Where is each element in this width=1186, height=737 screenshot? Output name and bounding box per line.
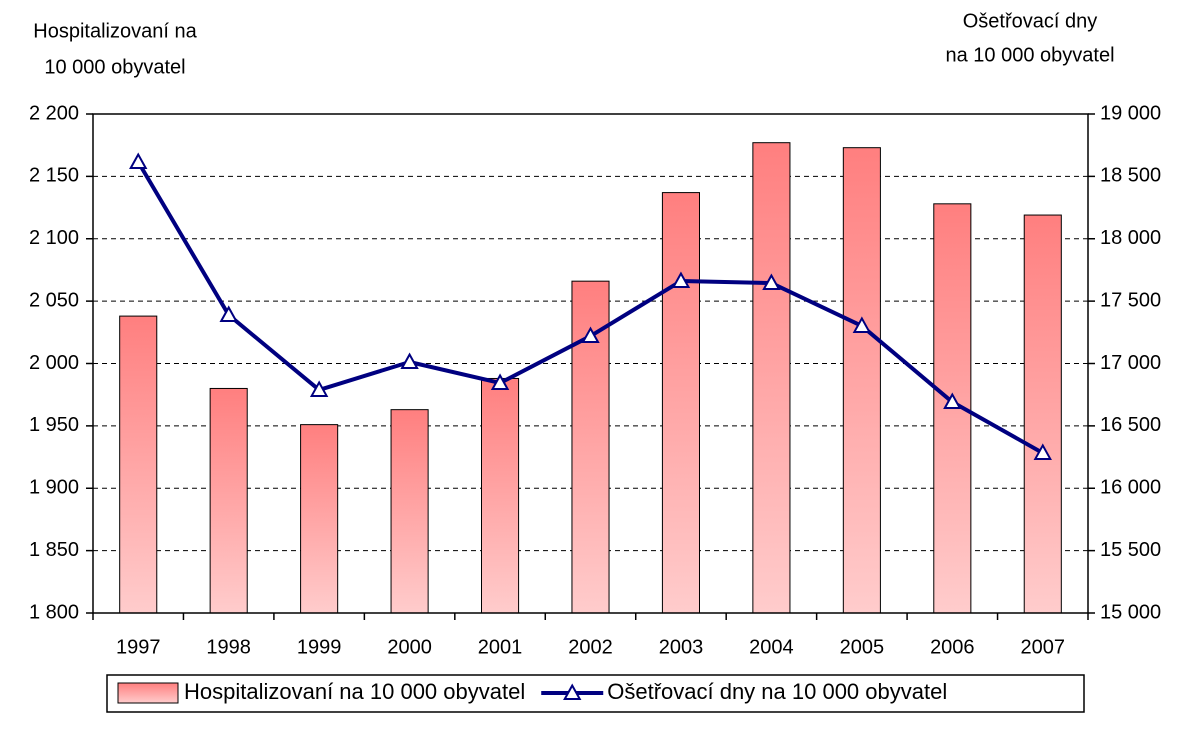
y-tick-label: 1 900: [29, 477, 79, 499]
y2-tick-label: 17 500: [1100, 289, 1161, 311]
marker: [943, 392, 962, 410]
y-tick-label: 2 050: [29, 289, 79, 311]
bar: [209, 387, 248, 614]
marker: [129, 152, 148, 170]
y2-axis-label: Ošetřovací dny: [963, 10, 1098, 32]
marker: [852, 316, 872, 333]
x-tick-label: 1999: [297, 636, 342, 658]
y2-tick-label: 15 000: [1100, 601, 1161, 623]
x-tick-label: 2007: [1021, 636, 1066, 658]
y-tick-label: 1 950: [29, 414, 79, 436]
y-tick-label: 2 150: [29, 165, 79, 187]
y-tick-label: 1 850: [29, 539, 79, 561]
marker: [1033, 443, 1052, 460]
x-tick-label: 2006: [930, 636, 975, 658]
legend-swatch: [117, 682, 179, 704]
marker: [219, 305, 238, 322]
y2-tick-label: 19 000: [1100, 102, 1161, 124]
legend-label: Hospitalizovaní na 10 000 obyvatel: [184, 679, 525, 704]
plot-frame: [92, 113, 1089, 614]
marker: [671, 271, 691, 289]
marker: [309, 380, 329, 397]
marker: [490, 373, 510, 390]
y2-tick-label: 15 500: [1100, 539, 1161, 561]
y2-tick-label: 16 500: [1100, 414, 1161, 436]
legend-label: Ošetřovací dny na 10 000 obyvatel: [607, 679, 947, 704]
bar: [119, 315, 158, 614]
marker: [762, 273, 781, 291]
bar: [481, 377, 520, 614]
bar: [752, 142, 791, 614]
bar: [300, 424, 339, 614]
bar: [390, 409, 429, 614]
bar: [842, 147, 881, 614]
y2-tick-label: 17 000: [1100, 352, 1161, 374]
y2-tick-label: 16 000: [1100, 477, 1161, 499]
y2-tick-label: 18 000: [1100, 227, 1161, 249]
marker: [581, 326, 600, 344]
x-tick-label: 1998: [206, 636, 251, 658]
x-tick-label: 2004: [749, 636, 794, 658]
x-tick-label: 2002: [568, 636, 613, 658]
y-tick-label: 2 100: [29, 227, 79, 249]
y-tick-label: 1 800: [29, 601, 79, 623]
x-tick-label: 2001: [478, 636, 523, 658]
y2-axis-label: na 10 000 obyvatel: [945, 44, 1114, 66]
y2-tick-label: 18 500: [1100, 165, 1161, 187]
bar: [661, 192, 700, 614]
y-tick-label: 2 200: [29, 102, 79, 124]
x-tick-label: 1997: [116, 636, 161, 658]
y-axis-label: 10 000 obyvatel: [44, 56, 185, 78]
x-tick-label: 2003: [659, 636, 704, 658]
x-tick-label: 2000: [387, 636, 432, 658]
x-tick-label: 2005: [840, 636, 885, 658]
bar: [1023, 214, 1062, 614]
y-tick-label: 2 000: [29, 352, 79, 374]
marker: [400, 352, 419, 370]
y-axis-label: Hospitalizovaní na: [33, 20, 197, 42]
legend-marker: [563, 683, 582, 700]
